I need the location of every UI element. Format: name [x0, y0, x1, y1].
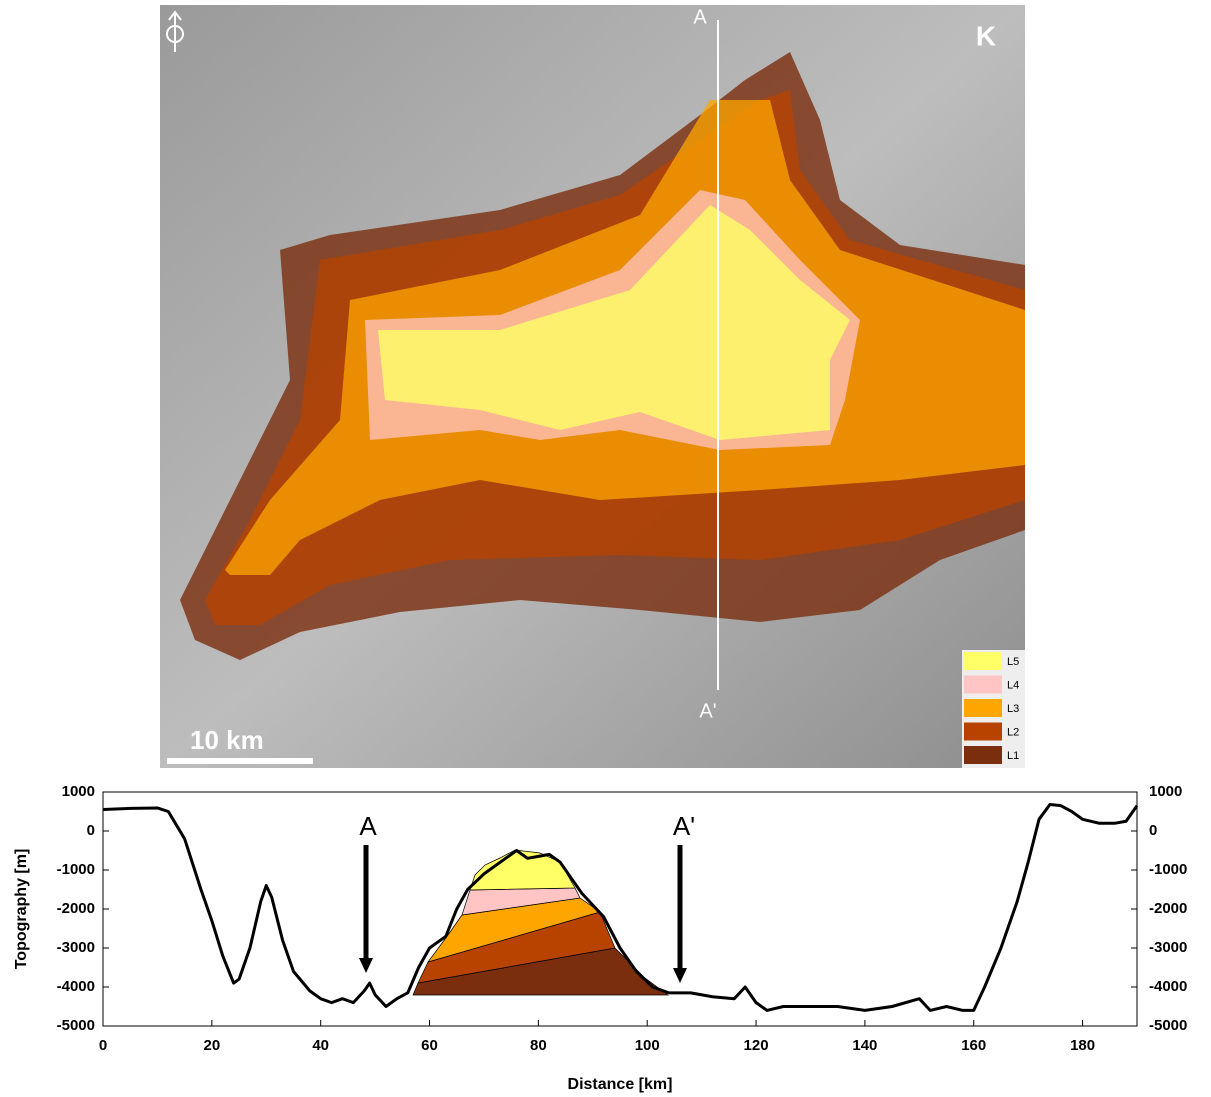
x-tick-label: 40 — [312, 1037, 329, 1054]
legend-label: L4 — [1007, 679, 1019, 691]
y2-tick-label: 0 — [1149, 822, 1157, 839]
x-tick-label: 180 — [1070, 1037, 1095, 1054]
y2-tick-label: -5000 — [1149, 1017, 1187, 1034]
section-end: A' — [699, 700, 716, 722]
y2-tick-label: -1000 — [1149, 861, 1187, 878]
legend-label: L3 — [1007, 703, 1019, 715]
legend-label: L1 — [1007, 750, 1019, 762]
y-tick-label: -3000 — [57, 939, 95, 956]
y-tick-label: -2000 — [57, 900, 95, 917]
legend-swatch — [964, 676, 1002, 694]
map: A A' K 10 km L5 L4 L3 L2 L1 — [160, 5, 1025, 768]
y2-tick-label: -4000 — [1149, 978, 1187, 995]
scale-bar — [167, 758, 313, 764]
panel-label: K — [976, 20, 996, 51]
y-tick-label: -4000 — [57, 978, 95, 995]
annotation: A' — [673, 811, 695, 841]
legend-swatch — [964, 699, 1002, 717]
y2-tick-label: -3000 — [1149, 939, 1187, 956]
y-tick-label: 1000 — [62, 783, 95, 800]
legend-label: L2 — [1007, 726, 1019, 738]
x-tick-label: 20 — [203, 1037, 220, 1054]
y-tick-label: -5000 — [57, 1017, 95, 1034]
x-tick-label: 80 — [530, 1037, 547, 1054]
x-tick-label: 140 — [852, 1037, 877, 1054]
x-tick-label: 160 — [961, 1037, 986, 1054]
y2-tick-label: -2000 — [1149, 900, 1187, 917]
legend-swatch — [964, 723, 1002, 741]
y2-tick-label: 1000 — [1149, 783, 1182, 800]
legend-label: L5 — [1007, 656, 1019, 668]
annotation-arrow-head — [359, 958, 373, 973]
legend-swatch — [964, 746, 1002, 764]
x-axis-label: Distance [km] — [568, 1076, 673, 1093]
x-tick-label: 0 — [99, 1037, 107, 1054]
x-tick-label: 60 — [421, 1037, 438, 1054]
annotation-arrow-head — [673, 968, 687, 983]
legend: L5 L4 L3 L2 L1 — [962, 650, 1025, 768]
x-tick-label: 100 — [635, 1037, 660, 1054]
y-tick-label: -1000 — [57, 861, 95, 878]
x-tick-label: 120 — [744, 1037, 769, 1054]
y-axis-label: Topography [m] — [13, 849, 30, 970]
annotation: A — [359, 811, 377, 841]
figure: A A' K 10 km L5 L4 L3 L2 L1 A A' Distance [k… — [0, 0, 1211, 1097]
legend-swatch — [964, 652, 1002, 670]
y-tick-label: 0 — [87, 822, 95, 839]
scale-label: 10 km — [190, 725, 264, 755]
section-start: A — [693, 6, 707, 28]
